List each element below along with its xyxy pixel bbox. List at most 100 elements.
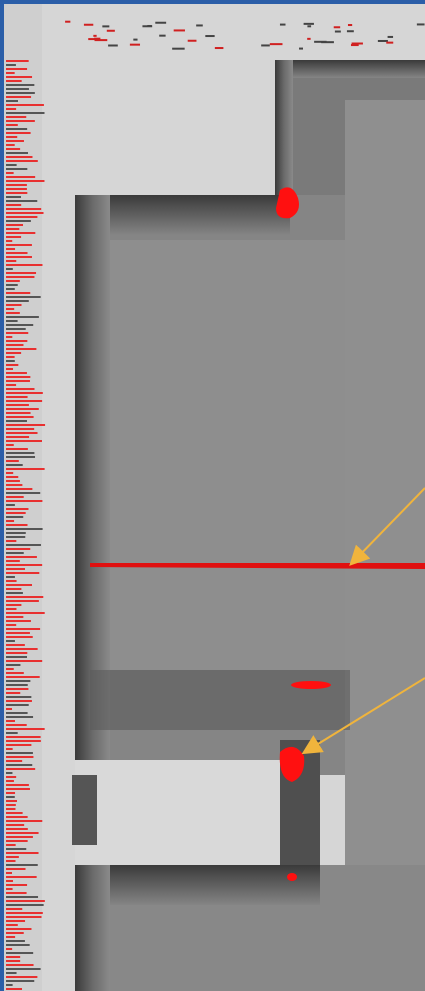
- scan-dash: [6, 756, 33, 758]
- scan-dash: [6, 412, 31, 414]
- speck: [215, 47, 224, 49]
- scan-dash: [6, 432, 38, 434]
- scan-dash: [6, 344, 23, 346]
- scan-dash: [6, 932, 24, 934]
- speck: [133, 39, 137, 41]
- scan-dash: [6, 600, 39, 602]
- scan-dash: [6, 568, 25, 570]
- scan-dash: [6, 812, 23, 814]
- scan-dash: [6, 324, 33, 326]
- scan-dash: [6, 748, 13, 750]
- speck: [95, 39, 108, 41]
- scan-dash: [6, 900, 45, 902]
- shadow-band: [90, 670, 350, 730]
- scan-dash: [6, 388, 35, 390]
- scan-dash: [6, 736, 41, 738]
- scan-dash: [6, 116, 26, 118]
- scan-dash: [6, 588, 21, 590]
- scan-dash: [6, 248, 15, 250]
- speck: [147, 25, 151, 27]
- scan-dash: [6, 468, 45, 470]
- scan-dash: [6, 616, 23, 618]
- scan-dash: [6, 172, 14, 174]
- scan-dash: [6, 92, 35, 94]
- scan-dash: [6, 660, 42, 662]
- scan-dash: [6, 288, 15, 290]
- scan-dash: [6, 700, 32, 702]
- scan-dash: [6, 752, 33, 754]
- scan-dash: [6, 928, 31, 930]
- scan-dash: [6, 656, 27, 658]
- scan-dash: [6, 252, 28, 254]
- scan-dash: [6, 980, 34, 982]
- scan-image: [0, 0, 425, 991]
- scan-dash: [6, 296, 41, 298]
- scan-dash: [6, 128, 27, 130]
- speck: [280, 24, 286, 26]
- scan-dash: [6, 64, 16, 66]
- scan-dash: [6, 836, 33, 838]
- speck: [84, 24, 93, 26]
- scan-dash: [6, 188, 27, 190]
- scan-dash: [6, 452, 34, 454]
- scan-dash: [6, 956, 20, 958]
- scan-dash: [6, 960, 20, 962]
- scan-dash: [6, 924, 18, 926]
- scan-dash: [6, 380, 30, 382]
- scan-dash: [6, 540, 16, 542]
- scan-dash: [6, 184, 27, 186]
- scan-dash: [6, 196, 21, 198]
- scan-dash: [6, 352, 21, 354]
- scan-dash: [6, 744, 31, 746]
- scan-dash: [6, 348, 36, 350]
- scan-dash: [6, 968, 41, 970]
- scan-dash: [6, 488, 32, 490]
- scan-dash: [6, 444, 14, 446]
- scan-dash: [6, 688, 28, 690]
- speck: [196, 24, 203, 26]
- scan-dash: [6, 264, 42, 266]
- scan-dash: [6, 140, 24, 142]
- scan-dash: [6, 516, 23, 518]
- scan-dash: [6, 440, 42, 442]
- speck: [261, 44, 270, 46]
- scan-dash: [6, 308, 14, 310]
- scan-dash: [6, 708, 12, 710]
- scan-dash: [6, 680, 30, 682]
- scan-dash: [6, 372, 27, 374]
- scan-dash: [6, 100, 18, 102]
- scan-dash: [6, 760, 22, 762]
- scan-dash: [6, 916, 41, 918]
- scan-dash: [6, 76, 32, 78]
- scan-dash: [6, 620, 31, 622]
- scan-dash: [6, 896, 38, 898]
- scan-dash: [6, 208, 41, 210]
- scan-dash: [6, 852, 39, 854]
- scan-dash: [6, 632, 30, 634]
- scan-dash: [6, 260, 16, 262]
- scan-dash: [6, 988, 22, 990]
- scan-dash: [6, 608, 16, 610]
- speck: [388, 36, 393, 38]
- scan-dash: [6, 148, 20, 150]
- scan-dash: [6, 892, 27, 894]
- scan-dash: [6, 592, 23, 594]
- scan-dash: [6, 524, 28, 526]
- scan-dash: [6, 504, 15, 506]
- scan-dash: [6, 484, 22, 486]
- inner-region: [110, 240, 360, 670]
- scan-dash: [6, 520, 14, 522]
- scan-dash: [6, 984, 13, 986]
- scan-dash: [6, 876, 37, 878]
- scan-dash: [6, 948, 12, 950]
- scan-dash: [6, 168, 27, 170]
- scan-dash: [6, 548, 30, 550]
- scan-dash: [6, 60, 29, 62]
- inner-region: [345, 100, 425, 991]
- scan-dash: [6, 604, 21, 606]
- scan-dash: [6, 268, 13, 270]
- scan-dash: [6, 360, 15, 362]
- scan-dash: [6, 668, 14, 670]
- scan-dash: [6, 152, 28, 154]
- scan-dash: [6, 820, 42, 822]
